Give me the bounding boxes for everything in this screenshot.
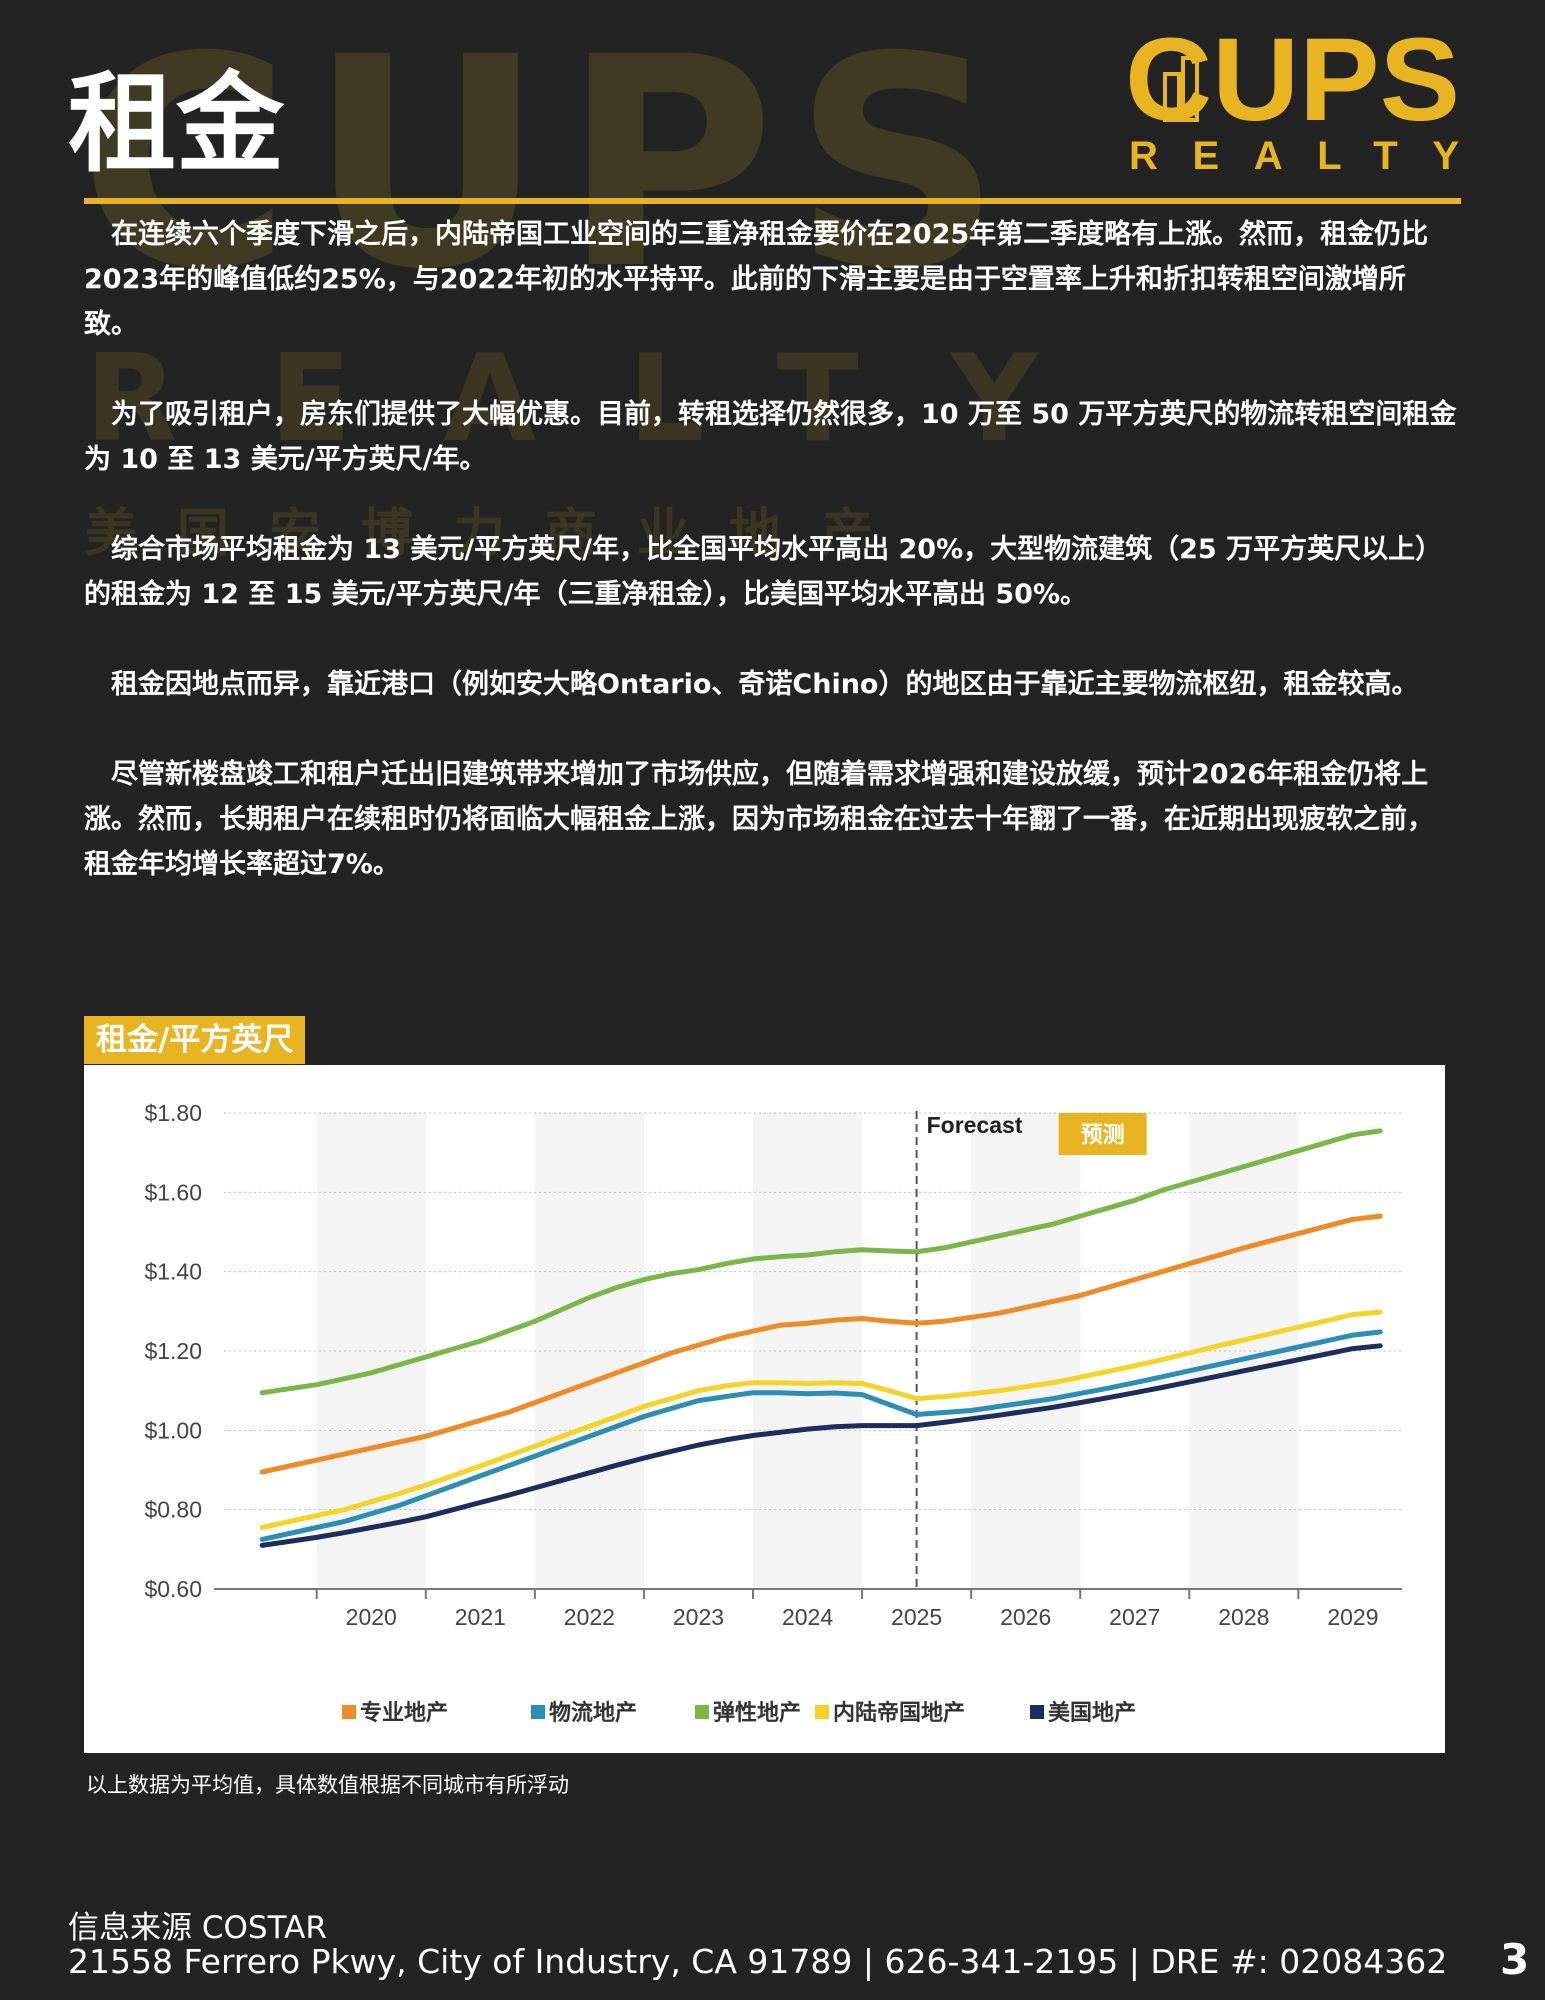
legend-swatch — [342, 1705, 356, 1719]
series-line — [259, 1329, 1383, 1542]
x-tick-label: 2029 — [1327, 1604, 1378, 1630]
x-tick-label: 2028 — [1218, 1604, 1269, 1630]
rent-line-chart: $0.60 $0.80 $1.00 $1.20 $1.40 $1.60 $1.80 2020 2… — [144, 1100, 1402, 1726]
series-line — [259, 1343, 1383, 1548]
x-tick-label: 2022 — [564, 1604, 615, 1630]
y-tick-label: $0.80 — [144, 1497, 202, 1523]
legend-swatch — [531, 1705, 545, 1719]
y-tick-label: $1.80 — [144, 1100, 202, 1126]
x-tick-label: 2027 — [1109, 1604, 1160, 1630]
forecast-badge — [1058, 1113, 1147, 1155]
y-tick-label: $1.60 — [144, 1179, 202, 1205]
forecast-label: Forecast — [927, 1112, 1023, 1138]
source-credit: 信息来源 COSTAR — [68, 1910, 327, 1946]
x-tick-label: 2026 — [1000, 1604, 1051, 1630]
series-line — [259, 1213, 1383, 1475]
year-band — [753, 1113, 863, 1589]
contact-address: 21558 Ferrero Pkwy, City of Industry, CA… — [68, 1942, 1448, 1981]
y-tick-label: $1.00 — [144, 1417, 202, 1443]
legend-label: 专业地产 — [360, 1700, 448, 1726]
rent-chart: $0.60 $0.80 $1.00 $1.20 $1.40 $1.60 $1.80 2020 2… — [84, 1065, 1445, 1753]
y-tick-label: $1.20 — [144, 1338, 202, 1364]
legend-swatch — [695, 1705, 709, 1719]
footnote: 以上数据为平均值，具体数值根据不同城市有所浮动 — [86, 1773, 569, 1797]
legend-label: 美国地产 — [1048, 1700, 1136, 1726]
page-number: 3 — [1500, 1935, 1530, 1984]
paragraph: 在连续六个季度下滑之后，内陆帝国工业空间的三重净租金要价在2025年第二季度略有… — [84, 219, 1429, 340]
cups-realty-logo: CUPS REALTY — [1125, 22, 1465, 182]
building-icon — [1163, 56, 1199, 122]
legend-swatch — [1030, 1705, 1044, 1719]
paragraph: 尽管新楼盘竣工和租户迁出旧建筑带来增加了市场供应，但随着需求增强和建设放缓，预计… — [84, 759, 1434, 880]
legend-label: 物流地产 — [549, 1700, 637, 1726]
forecast-badge-label: 预测 — [1081, 1123, 1125, 1148]
watermark-logo-text: CUPS — [78, 0, 1020, 333]
header-divider — [84, 198, 1461, 204]
x-tick-label: 2025 — [891, 1604, 942, 1630]
watermark-realty-text: REALTY — [85, 330, 1130, 469]
body-text: 在连续六个季度下滑之后，内陆帝国工业空间的三重净租金要价在2025年第二季度略有… — [84, 212, 1459, 932]
chart-title-tag: 租金/平方英尺 — [84, 1016, 306, 1064]
series-line — [259, 1128, 1383, 1396]
y-tick-label: $0.60 — [144, 1576, 202, 1602]
paragraph: 为了吸引租户，房东们提供了大幅优惠。目前，转租选择仍然很多，10 万至 50 万… — [84, 399, 1457, 475]
x-tick-label: 2020 — [346, 1604, 397, 1630]
legend-label: 弹性地产 — [713, 1701, 801, 1726]
x-tick-label: 2024 — [782, 1604, 833, 1630]
watermark-chinese-text: 美国安博力商业地产 — [85, 504, 914, 564]
logo-top-text: CUPS — [1125, 22, 1460, 146]
page-title: 租金 — [68, 61, 285, 187]
y-tick-label: $1.40 — [144, 1259, 202, 1285]
paragraph: 租金因地点而异，靠近港口（例如安大略Ontario、奇诺Chino）的地区由于靠… — [111, 669, 1419, 700]
paragraph: 综合市场平均租金为 13 美元/平方英尺/年，比全国平均水平高出 20%，大型物… — [84, 534, 1443, 610]
x-tick-label: 2021 — [455, 1604, 506, 1630]
legend-swatch — [815, 1705, 829, 1719]
series-line — [259, 1309, 1383, 1530]
legend-label: 内陆帝国地产 — [833, 1700, 965, 1726]
x-tick-label: 2023 — [673, 1604, 724, 1630]
